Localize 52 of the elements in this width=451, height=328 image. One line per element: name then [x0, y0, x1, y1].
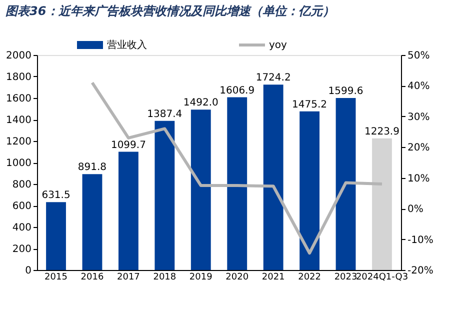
legend-label: 营业收入	[107, 39, 147, 51]
y-tick-label: 1400	[6, 115, 32, 126]
bar	[82, 174, 102, 270]
x-tick-label: 2015	[44, 272, 68, 282]
y2-tick-label: 10%	[408, 173, 430, 184]
x-tick-label: 2017	[117, 272, 140, 282]
bar	[300, 111, 320, 270]
x-tick-label: 2024Q1-Q3	[356, 272, 408, 282]
data-label: 1099.7	[110, 140, 146, 151]
x-tick-label: 2022	[298, 272, 321, 282]
bar	[227, 97, 248, 270]
y-tick-label: 1800	[6, 72, 32, 83]
bar	[336, 98, 356, 270]
y2-tick-label: 30%	[408, 112, 430, 123]
y-tick-label: 1200	[6, 136, 32, 148]
x-tick-label: 2021	[262, 272, 285, 282]
bar	[190, 110, 211, 270]
legend-label: yoy	[269, 40, 288, 51]
y-tick-label: 800	[12, 180, 32, 190]
x-tick-label: 2018	[153, 272, 176, 282]
y-tick-label: 1600	[6, 94, 32, 104]
y-tick-label: 0	[25, 266, 32, 276]
data-label: 631.5	[42, 190, 70, 202]
y2-tick-label: 50%	[408, 50, 430, 62]
bar	[372, 138, 392, 270]
chart-title: 图表36：近年来广告板块营收情况及同比增速（单位：亿元）	[6, 4, 334, 18]
data-label: 1475.2	[292, 99, 328, 110]
data-label: 1387.4	[147, 108, 182, 120]
bar	[263, 84, 284, 270]
y2-tick-label: 20%	[408, 142, 430, 154]
bar	[154, 120, 175, 270]
x-tick-label: 2023	[334, 272, 358, 282]
x-tick-label: 2019	[189, 272, 213, 282]
y-tick-label: 200	[12, 244, 32, 255]
y2-tick-label: 40%	[408, 81, 430, 92]
y-tick-label: 2000	[6, 50, 32, 62]
x-tick-label: 2020	[226, 272, 249, 282]
bar	[118, 152, 138, 270]
data-label: 891.8	[78, 162, 107, 174]
y2-tick-label: 0%	[408, 204, 424, 216]
y-tick-label: 1000	[6, 158, 32, 169]
x-tick-label: 2016	[80, 272, 104, 282]
y-tick-label: 600	[12, 201, 32, 212]
bar	[46, 202, 66, 270]
data-label: 1724.2	[256, 72, 291, 84]
y2-tick-label: -20%	[408, 266, 434, 276]
data-label: 1492.0	[183, 98, 218, 109]
y2-tick-label: -10%	[408, 234, 434, 246]
data-label: 1599.6	[328, 86, 364, 98]
y-tick-label: 400	[12, 222, 32, 234]
data-label: 1606.9	[220, 85, 255, 96]
data-label: 1223.9	[364, 126, 400, 138]
